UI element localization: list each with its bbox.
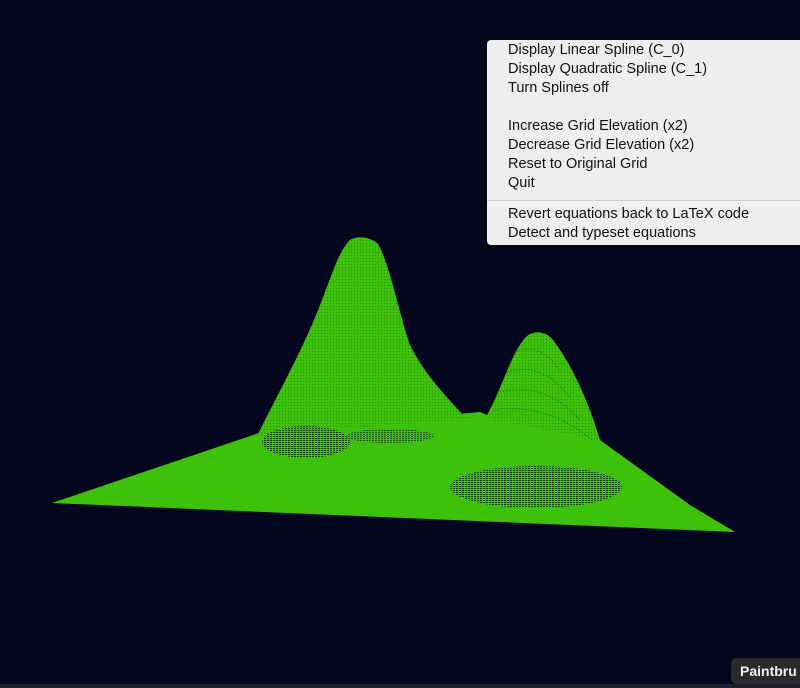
- context-menu: Display Linear Spline (C_0) Display Quad…: [487, 40, 800, 245]
- valley-left: [262, 426, 350, 458]
- menu-item-quit[interactable]: Quit: [508, 175, 535, 191]
- secondary-peak-ridges: [493, 348, 593, 441]
- main-peak: [258, 237, 480, 440]
- dock-app-label: Paintbru: [731, 658, 800, 684]
- menu-item-increase-grid-elevation[interactable]: Increase Grid Elevation (x2): [508, 118, 688, 134]
- menu-item-revert-equations[interactable]: Revert equations back to LaTeX code: [508, 206, 750, 222]
- valley-mid: [346, 429, 434, 443]
- menu-item-display-linear-spline[interactable]: Display Linear Spline (C_0): [508, 42, 685, 58]
- menu-item-turn-splines-off[interactable]: Turn Splines off: [508, 80, 609, 96]
- menu-separator: [487, 200, 800, 201]
- menu-item-display-quadratic-spline[interactable]: Display Quadratic Spline (C_1): [508, 61, 708, 77]
- menu-item-decrease-grid-elevation[interactable]: Decrease Grid Elevation (x2): [508, 137, 695, 153]
- valley-right: [450, 466, 622, 508]
- menu-item-reset-grid[interactable]: Reset to Original Grid: [508, 156, 648, 172]
- menu-item-detect-typeset-equations[interactable]: Detect and typeset equations: [508, 225, 696, 241]
- window-bottom-edge: [0, 684, 800, 688]
